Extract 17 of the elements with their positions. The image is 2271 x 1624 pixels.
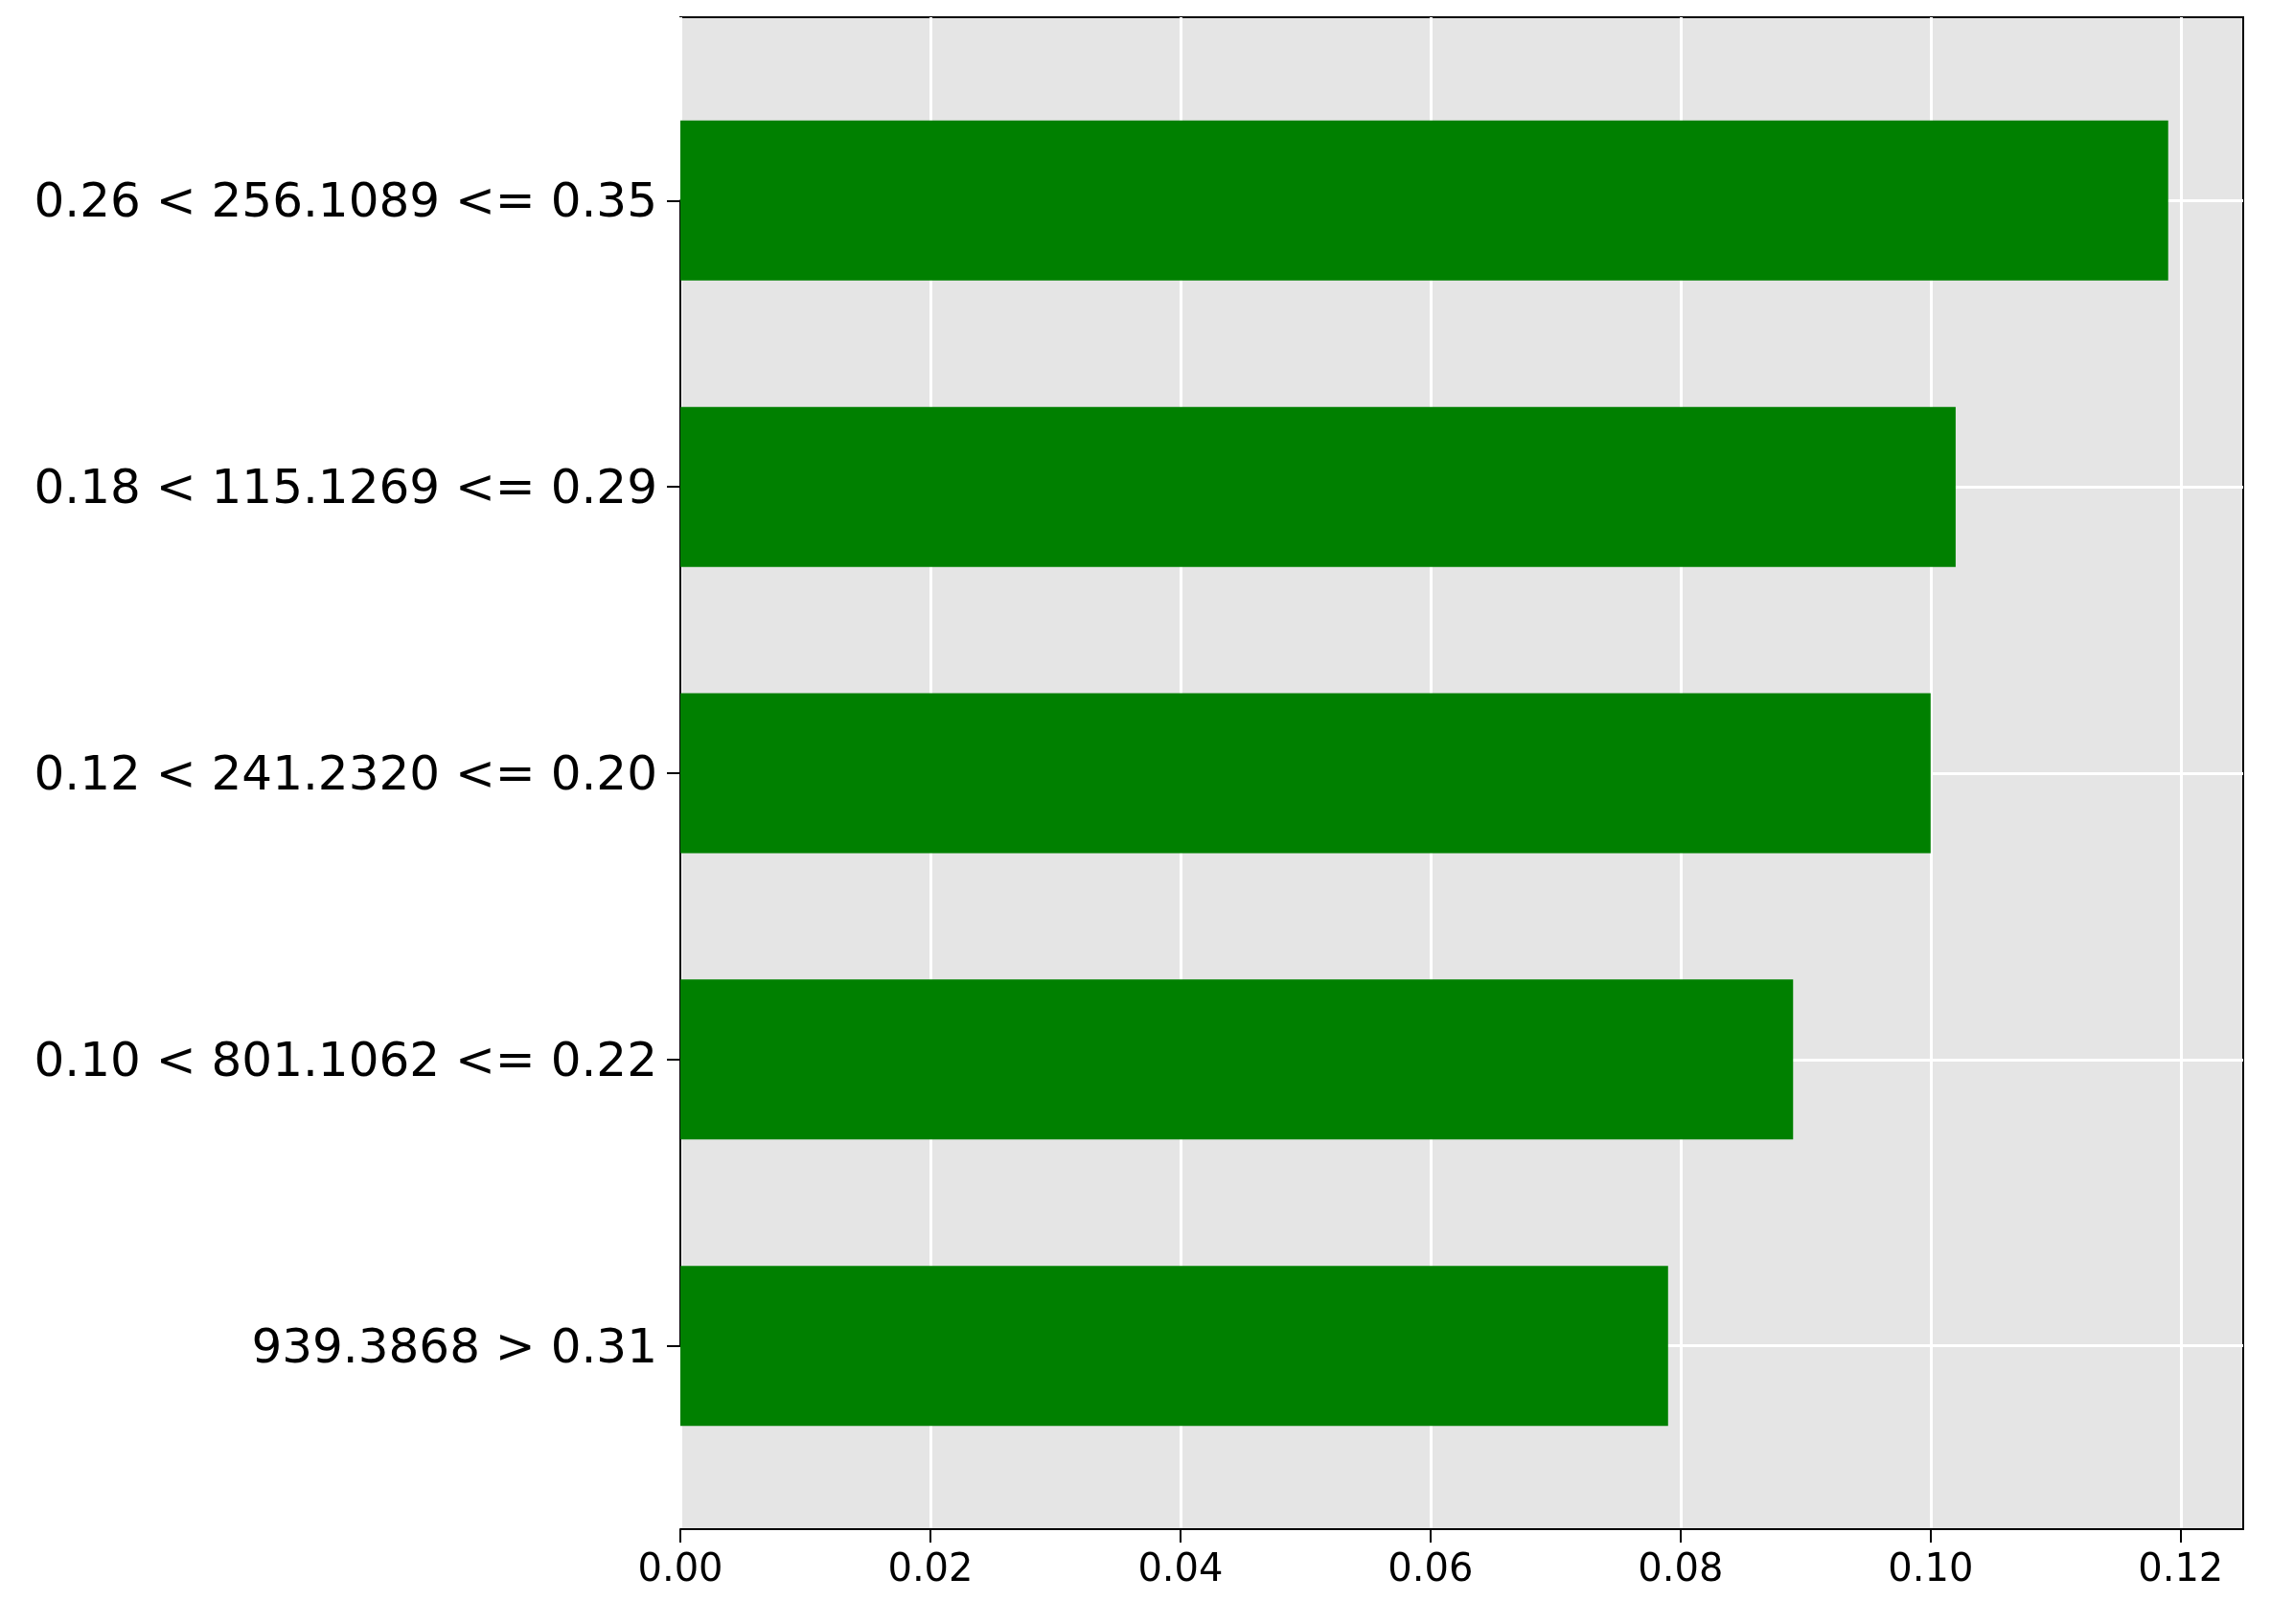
y-tick-label: 0.26 < 256.1089 <= 0.35 [34,172,657,229]
x-tick-label: 0.00 [637,1545,723,1590]
bar [680,406,1956,567]
y-tick-label: 0.10 < 801.1062 <= 0.22 [34,1031,657,1087]
bar [680,693,1931,854]
y-tick-label: 0.18 < 115.1269 <= 0.29 [34,459,657,515]
x-tick-label: 0.04 [1137,1545,1224,1590]
bar [680,1266,1668,1427]
x-tick-label: 0.10 [1888,1545,1974,1590]
bar [680,979,1794,1140]
bar [680,120,2168,281]
x-tick-label: 0.06 [1388,1545,1474,1590]
y-tick-label: 0.12 < 241.2320 <= 0.20 [34,745,657,801]
x-tick-label: 0.02 [887,1545,974,1590]
y-tick-label: 939.3868 > 0.31 [251,1317,657,1374]
x-tick-label: 0.08 [1638,1545,1724,1590]
x-tick-label: 0.12 [2138,1545,2224,1590]
